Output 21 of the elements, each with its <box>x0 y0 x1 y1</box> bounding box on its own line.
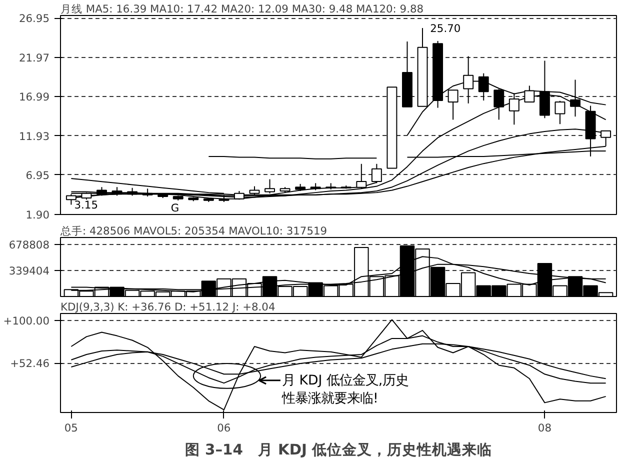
y-tick-label: 26.95 <box>18 12 50 26</box>
y-tick-label: 1.90 <box>26 208 50 222</box>
caption: 图 3–14 月 KDJ 低位金叉，历史性机遇来临 <box>184 442 492 458</box>
x-tick-label: 08 <box>538 422 552 434</box>
x-tick-label: 06 <box>217 422 231 434</box>
y-tick-label: +100.00 <box>3 314 50 328</box>
annotation: 3.15 <box>74 198 98 212</box>
y-tick-label: +52.46 <box>10 357 50 370</box>
chart-title: KDJ(9,3,3) K: +36.76 D: +51.12 J: +8.04 <box>60 300 276 314</box>
annotation: 25.70 <box>430 22 461 36</box>
y-tick-label: 678808 <box>8 238 50 252</box>
annotation: G <box>170 202 180 214</box>
x-tick-label: 05 <box>64 422 78 434</box>
y-tick-label: 16.99 <box>18 90 50 104</box>
chart-title: 总手: 428506 MAVOL5: 205354 MAVOL10: 317519 <box>60 224 328 238</box>
y-tick-label: 339404 <box>8 264 50 278</box>
y-tick-label: 11.93 <box>18 130 50 143</box>
y-tick-label: 6.95 <box>26 168 50 182</box>
y-tick-label: 21.97 <box>18 51 50 64</box>
chart-title: 月线 MA5: 16.39 MA10: 17.42 MA20: 12.09 MA30: 9.48 MA120: 9.88 <box>60 2 424 16</box>
annotation: 月 KDJ 低位金叉,历史性暴涨就要来临! <box>280 373 409 406</box>
